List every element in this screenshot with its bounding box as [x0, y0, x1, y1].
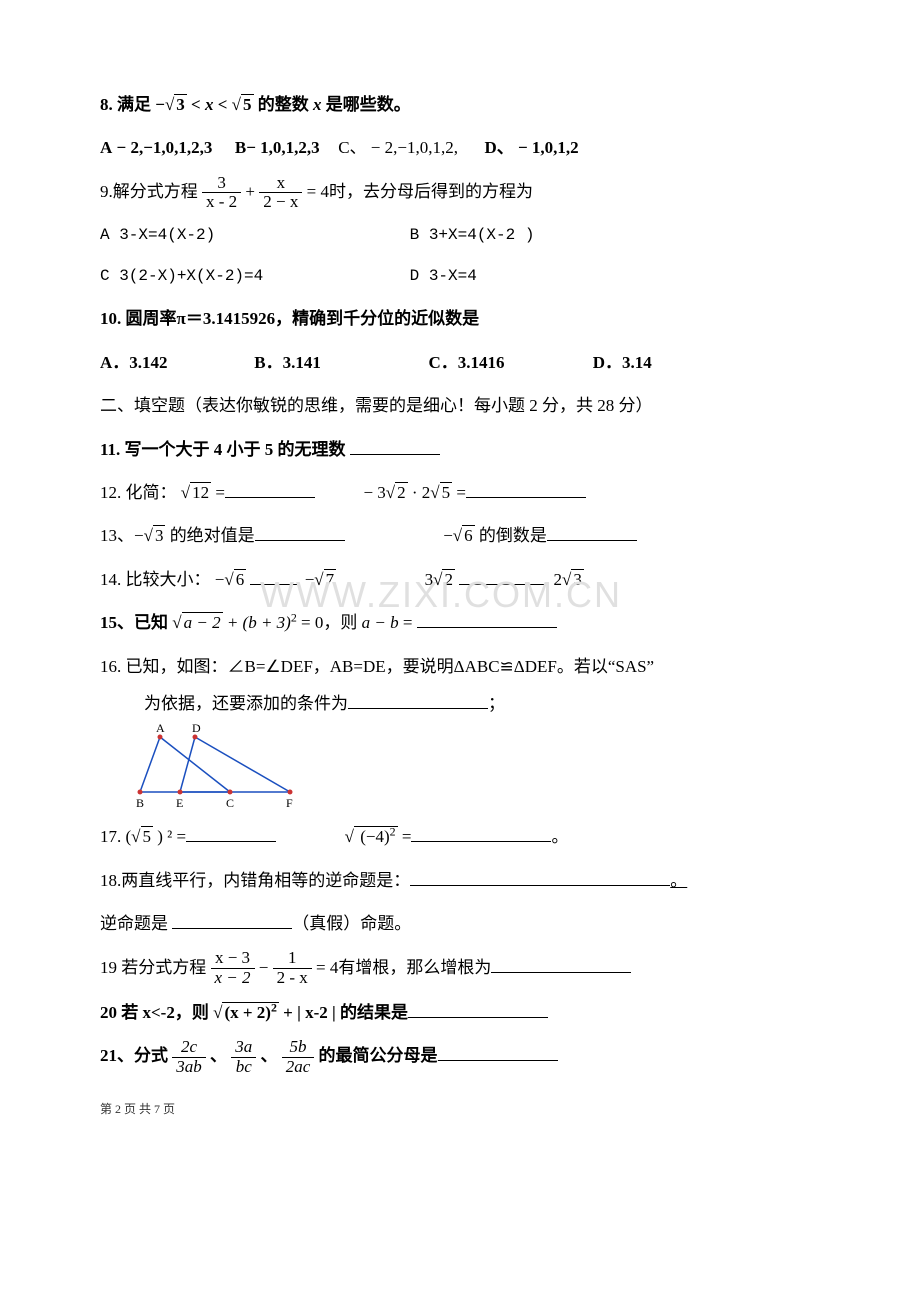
sqrt-icon: √12 [181, 474, 211, 511]
sqrt-icon: √3 [165, 86, 187, 123]
sqrt-icon: √a − 2 [172, 604, 222, 641]
sqrt-icon: √2 [386, 474, 408, 511]
q8-optA-label: A [100, 138, 112, 157]
q18-line2b: （真假）命题。 [292, 914, 411, 933]
fraction: x2 − x [259, 174, 302, 212]
q9-stem: 9.解分式方程 3x - 2 + x2 − x = 4时，去分母后得到的方程为 [100, 173, 820, 212]
section2-title: 二、填空题（表达你敏锐的思维，需要的是细心！每小题 2 分，共 28 分） [100, 387, 820, 424]
triangle-diagram: A D B E C F [120, 722, 320, 812]
q8-options: A − 2,−1,0,1,2,3 B− 1,0,1,2,3 C、 − 2,−1,… [100, 129, 820, 166]
q10-optD: D．3.14 [593, 353, 652, 372]
fraction: 12 - x [273, 949, 312, 987]
sqrt-icon: √3 [144, 517, 166, 554]
q8-optD: − 1,0,1,2 [518, 138, 579, 157]
node-B: B [136, 796, 144, 810]
q8-optD-label: D、 [484, 138, 513, 157]
q18b: 逆命题是 （真假）命题。 [100, 905, 820, 942]
node-C: C [226, 796, 234, 810]
q13: 13、−√3 的绝对值是 −√6 的倒数是 [100, 517, 820, 554]
q10-optA: A．3.142 [100, 344, 250, 381]
blank [348, 691, 488, 709]
fraction: x − 3x − 2 [211, 949, 255, 987]
q10-optB: B．3.141 [254, 344, 424, 381]
q11: 11. 写一个大于 4 小于 5 的无理数 [100, 431, 820, 468]
q18-line1: 18.两直线平行，内错角相等的逆命题是： [100, 871, 410, 890]
sqrt-icon: √2 [433, 561, 455, 598]
q21-label: 21、分式 [100, 1046, 172, 1065]
q18-line2a: 逆命题是 [100, 914, 172, 933]
blank [466, 480, 586, 498]
blank [438, 1043, 558, 1061]
sqrt-icon: √7 [314, 561, 336, 598]
q20: 20 若 x<-2，则 √(x + 2)2 + | x-2 | 的结果是 [100, 994, 820, 1031]
q18: 18.两直线平行，内错角相等的逆命题是：。 [100, 862, 820, 899]
q9-options-row2: C 3(2-X)+X(X-2)=4 D 3-X=4 [100, 259, 820, 294]
q19: 19 若分式方程 x − 3x − 2 − 12 - x = 4有增根，那么增根… [100, 949, 820, 988]
fraction: 3abc [231, 1038, 256, 1076]
q15-label: 15、已知 [100, 613, 168, 632]
blank [350, 437, 440, 455]
q21: 21、分式 2c3ab 、 3abc 、 5b2ac 的最简公分母是 [100, 1037, 820, 1076]
q11-text: 11. 写一个大于 4 小于 5 的无理数 [100, 440, 350, 459]
blank [186, 824, 276, 842]
q9-optA: A 3-X=4(X-2) [100, 218, 400, 253]
sqrt-icon: √6 [224, 561, 246, 598]
blank [408, 1000, 548, 1018]
q8-prefix: 8. 满足 [100, 95, 151, 114]
blank [250, 567, 300, 585]
blank [491, 955, 631, 973]
q17: 17. (√5 ) ² = √ (−4)2 =。 [100, 818, 820, 855]
node-D: D [192, 722, 201, 735]
q16-line1: 16. 已知，如图：∠B=∠DEF，AB=DE，要说明ΔABC≌ΔDEF。若以“… [100, 648, 820, 685]
q17-label: 17. ( [100, 827, 131, 846]
fraction: 5b2ac [282, 1038, 315, 1076]
sqrt-icon: √5 [232, 86, 254, 123]
q9-options-row1: A 3-X=4(X-2) B 3+X=4(X-2 ) [100, 218, 820, 253]
q14-label: 14. 比较大小： [100, 570, 211, 589]
q8-optB: − 1,0,1,2,3 [246, 138, 319, 157]
sqrt-icon: √ (−4)2 [345, 818, 398, 855]
page-footer: 第 2 页 共 7 页 [100, 1096, 820, 1122]
fraction: 3x - 2 [202, 174, 241, 212]
q9-optB: B 3+X=4(X-2 ) [410, 226, 535, 244]
q10-optC: C．3.1416 [429, 344, 589, 381]
q15: 15、已知 √a − 2 + (b + 3)2 = 0，则 a − b = [100, 604, 820, 641]
q10-stem: 10. 圆周率π＝3.1415926，精确到千分位的近似数是 [100, 300, 820, 337]
blank [255, 523, 345, 541]
q16: 16. 已知，如图：∠B=∠DEF，AB=DE，要说明ΔABC≌ΔDEF。若以“… [100, 648, 820, 813]
q10-options: A．3.142 B．3.141 C．3.1416 D．3.14 [100, 344, 820, 381]
blank [410, 868, 670, 886]
blank [459, 567, 549, 585]
blank [411, 824, 551, 842]
q14: WWW.ZIXI.COM.CN 14. 比较大小： −√6 −√7 3√2 2√… [100, 561, 820, 598]
sqrt-icon: √(x + 2)2 [213, 994, 279, 1031]
q13-label: 13、− [100, 526, 144, 545]
fraction: 2c3ab [172, 1038, 206, 1076]
q20-label: 20 若 x<-2，则 [100, 1003, 209, 1022]
sqrt-icon: √5 [430, 474, 452, 511]
q9-optD: D 3-X=4 [410, 267, 477, 285]
q8-optC-label: C、 [338, 138, 366, 157]
node-F: F [286, 796, 293, 810]
node-E: E [176, 796, 183, 810]
q8-optA: − 2,−1,0,1,2,3 [117, 138, 213, 157]
q8-optB-label: B [235, 138, 246, 157]
q8-stem: 8. 满足 −√3 < x < √5 的整数 x 是哪些数。 [100, 86, 820, 123]
blank [225, 480, 315, 498]
q8-optC: − 2,−1,0,1,2, [371, 138, 458, 157]
q12-label: 12. 化简： [100, 483, 177, 502]
q9-optC: C 3(2-X)+X(X-2)=4 [100, 259, 400, 294]
sqrt-icon: √6 [453, 517, 475, 554]
q12: 12. 化简： √12 = − 3√2 · 2√5 = [100, 474, 820, 511]
node-A: A [156, 722, 165, 735]
q19-label: 19 若分式方程 [100, 958, 206, 977]
blank [547, 523, 637, 541]
blank [172, 911, 292, 929]
q8-neg: − [155, 95, 165, 114]
sqrt-icon: √3 [562, 561, 584, 598]
q9-label: 9.解分式方程 [100, 182, 198, 201]
q16-line2: 为依据，还要添加的条件为 [144, 694, 348, 713]
blank [417, 610, 557, 628]
sqrt-icon: √5 [131, 818, 153, 855]
